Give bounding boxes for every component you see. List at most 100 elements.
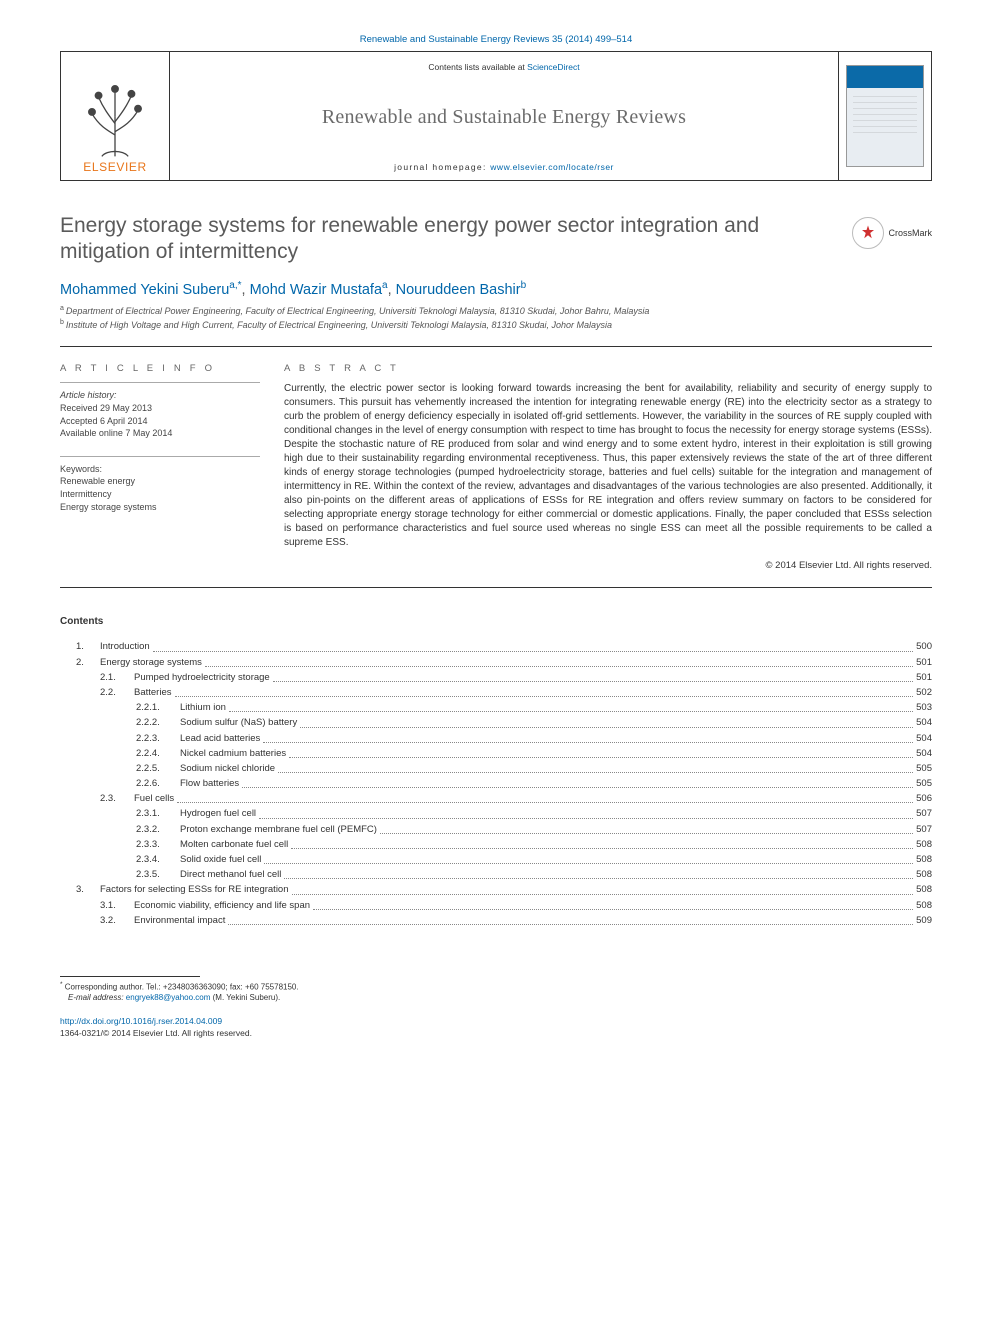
toc-leader [289,746,913,758]
toc-title: Flow batteries [180,776,239,791]
toc-number: 2.3.1. [136,806,180,821]
toc-row[interactable]: 2.2.6.Flow batteries 505 [60,776,932,791]
toc-row[interactable]: 2.2.1.Lithium ion 503 [60,700,932,715]
journal-title: Renewable and Sustainable Energy Reviews [182,106,826,129]
history-online: Available online 7 May 2014 [60,427,260,440]
toc-page: 504 [916,746,932,761]
toc-page: 500 [916,639,932,654]
toc-number: 2.2.2. [136,715,180,730]
toc-page: 508 [916,837,932,852]
toc-row[interactable]: 2.2.3.Lead acid batteries 504 [60,731,932,746]
toc-number: 2.2.5. [136,761,180,776]
toc-number: 1. [76,639,100,654]
journal-header: ELSEVIER Contents lists available at Sci… [60,51,932,181]
toc-page: 508 [916,852,932,867]
corresponding-email-link[interactable]: engryek88@yahoo.com [126,993,211,1002]
corresponding-author-note: Corresponding author. Tel.: +23480363630… [65,983,299,992]
toc-row[interactable]: 1.Introduction 500 [60,639,932,654]
author-2-aff-sup: a [382,280,388,291]
journal-cover-thumbnail [846,65,924,167]
toc-title: Pumped hydroelectricity storage [134,670,270,685]
publisher-logo-block: ELSEVIER [61,52,170,180]
author-1-link[interactable]: Mohammed Yekini Suberu [60,281,229,297]
author-1-name: Mohammed Yekini Suberu [60,281,229,297]
toc-row[interactable]: 2.3.2.Proton exchange membrane fuel cell… [60,822,932,837]
toc-row[interactable]: 2.3.Fuel cells 506 [60,791,932,806]
toc-number: 2.3.3. [136,837,180,852]
doi-link[interactable]: http://dx.doi.org/10.1016/j.rser.2014.04… [60,1016,222,1026]
toc-title: Proton exchange membrane fuel cell (PEMF… [180,822,377,837]
doi-block: http://dx.doi.org/10.1016/j.rser.2014.04… [60,1016,932,1039]
abstract-heading: A B S T R A C T [284,363,932,374]
crossmark-widget[interactable]: CrossMark [852,217,932,249]
toc-title: Nickel cadmium batteries [180,746,286,761]
toc-row[interactable]: 2.3.4.Solid oxide fuel cell 508 [60,852,932,867]
homepage-prefix: journal homepage: [394,162,490,172]
toc-title: Molten carbonate fuel cell [180,837,288,852]
affiliation-b: Institute of High Voltage and High Curre… [66,320,612,330]
toc-title: Sodium sulfur (NaS) battery [180,715,297,730]
toc-row[interactable]: 2.3.1.Hydrogen fuel cell 507 [60,806,932,821]
toc-leader [380,822,913,834]
publisher-name: ELSEVIER [83,160,147,174]
toc-row[interactable]: 2.3.5.Direct methanol fuel cell 508 [60,867,932,882]
toc-row[interactable]: 3.Factors for selecting ESSs for RE inte… [60,882,932,897]
journal-cover-block [838,52,931,180]
toc-page: 506 [916,791,932,806]
authors-line: Mohammed Yekini Suberua,*, Mohd Wazir Mu… [60,280,932,298]
toc-leader [284,867,913,879]
abstract-text: Currently, the electric power sector is … [284,382,932,550]
toc-page: 508 [916,882,932,897]
toc-row[interactable]: 3.1.Economic viability, efficiency and l… [60,898,932,913]
toc-page: 504 [916,731,932,746]
abstract-copyright: © 2014 Elsevier Ltd. All rights reserved… [284,560,932,571]
toc-row[interactable]: 2.Energy storage systems 501 [60,655,932,670]
keyword-3: Energy storage systems [60,501,260,514]
toc-leader [263,731,913,743]
toc-row[interactable]: 2.2.Batteries 502 [60,685,932,700]
article-history-label: Article history: [60,389,260,402]
top-citation: Renewable and Sustainable Energy Reviews… [60,34,932,45]
toc: 1.Introduction 5002.Energy storage syste… [60,639,932,928]
email-label: E-mail address: [68,993,126,1002]
author-2-link[interactable]: Mohd Wazir Mustafa [250,281,382,297]
toc-title: Batteries [134,685,172,700]
toc-number: 2.2. [100,685,134,700]
toc-row[interactable]: 2.2.2.Sodium sulfur (NaS) battery 504 [60,715,932,730]
toc-title: Introduction [100,639,150,654]
toc-title: Solid oxide fuel cell [180,852,261,867]
toc-number: 2. [76,655,100,670]
toc-title: Hydrogen fuel cell [180,806,256,821]
toc-number: 3.1. [100,898,134,913]
history-accepted: Accepted 6 April 2014 [60,415,260,428]
sciencedirect-link[interactable]: ScienceDirect [527,62,579,72]
journal-homepage-link[interactable]: www.elsevier.com/locate/rser [490,162,614,172]
toc-leader [228,913,913,925]
toc-row[interactable]: 2.2.4.Nickel cadmium batteries 504 [60,746,932,761]
toc-row[interactable]: 2.3.3.Molten carbonate fuel cell 508 [60,837,932,852]
author-3-link[interactable]: Nouruddeen Bashir [396,281,521,297]
toc-leader [153,639,913,651]
toc-row[interactable]: 2.1.Pumped hydroelectricity storage 501 [60,670,932,685]
toc-leader [229,700,913,712]
toc-page: 501 [916,670,932,685]
toc-title: Factors for selecting ESSs for RE integr… [100,882,289,897]
toc-title: Sodium nickel chloride [180,761,275,776]
toc-title: Economic viability, efficiency and life … [134,898,310,913]
toc-page: 505 [916,776,932,791]
keyword-2: Intermittency [60,488,260,501]
contents-available-prefix: Contents lists available at [428,62,527,72]
toc-page: 505 [916,761,932,776]
toc-row[interactable]: 3.2.Environmental impact 509 [60,913,932,928]
top-citation-link[interactable]: Renewable and Sustainable Energy Reviews… [360,34,633,45]
page-root: Renewable and Sustainable Energy Reviews… [0,0,992,1069]
affiliation-a: Department of Electrical Power Engineeri… [66,306,649,316]
toc-number: 2.3. [100,791,134,806]
toc-leader [300,715,913,727]
toc-row[interactable]: 2.2.5.Sodium nickel chloride 505 [60,761,932,776]
author-1-aff-sup: a, [229,280,237,291]
toc-number: 2.3.4. [136,852,180,867]
keyword-1: Renewable energy [60,475,260,488]
toc-page: 508 [916,898,932,913]
toc-leader [291,837,913,849]
